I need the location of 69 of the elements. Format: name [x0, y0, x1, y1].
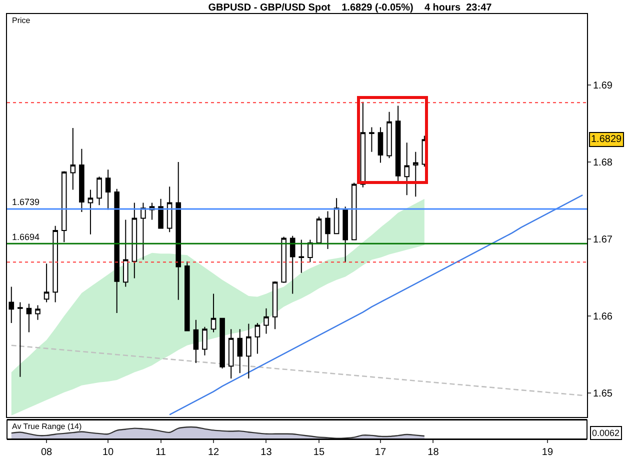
- text: 0.0062: [592, 428, 620, 438]
- x-tick-label: 17: [374, 447, 386, 458]
- candlestick: [360, 101, 366, 188]
- candlestick: [114, 188, 120, 314]
- candlestick: [61, 170, 67, 243]
- candlestick: [386, 111, 392, 159]
- candlestick: [132, 202, 138, 279]
- x-tick-label: 10: [102, 447, 114, 458]
- candlestick: [79, 148, 84, 213]
- line-series: [168, 194, 584, 416]
- y-tick-label: 1.65: [593, 388, 613, 400]
- y-tick-label: 1.68: [593, 157, 613, 168]
- candlestick: [237, 328, 243, 374]
- candlestick: [281, 236, 286, 284]
- candlestick: [105, 169, 111, 210]
- candlestick: [228, 328, 234, 379]
- y-tick-label: 1.66: [593, 312, 613, 323]
- x-tick-label: 11: [156, 447, 166, 458]
- x-tick-label: 12: [208, 447, 220, 458]
- candlestick: [44, 263, 50, 303]
- candlestick: [395, 105, 401, 184]
- candlestick: [184, 260, 190, 332]
- candlestick: [378, 126, 384, 164]
- candlestick: [369, 126, 374, 152]
- candlestick: [351, 182, 357, 240]
- candlestick: [298, 239, 304, 274]
- candlestick: [140, 202, 146, 260]
- candlestick: [96, 176, 102, 206]
- candlestick: [18, 302, 23, 378]
- y-tick-label: 1.69: [593, 80, 613, 92]
- candlestick: [8, 286, 14, 324]
- candlestick: [254, 322, 260, 354]
- annotation: 1.6829: [591, 134, 622, 145]
- candlestick: [70, 128, 76, 190]
- candlestick: [26, 303, 32, 333]
- line-series: [10, 344, 584, 396]
- candlestick: [342, 206, 348, 263]
- candlestick: [272, 280, 278, 330]
- candlestick: [176, 161, 182, 300]
- y-axis-title: Price: [12, 16, 31, 25]
- candlestick: [404, 142, 410, 196]
- x-tick-label: 08: [40, 447, 53, 458]
- candlestick: [334, 198, 340, 234]
- x-tick-label: 15: [313, 447, 325, 458]
- candlestick: [264, 308, 269, 334]
- candlestick: [246, 323, 252, 379]
- x-tick-label: 18: [428, 447, 440, 458]
- candlestick: [158, 198, 164, 229]
- x-tick-label: 19: [542, 447, 554, 458]
- candlestick: [290, 235, 296, 294]
- candlestick: [412, 151, 418, 198]
- candlestick: [88, 189, 94, 235]
- candlestick: [166, 186, 172, 233]
- ref-line-label: 1.6694: [12, 232, 40, 242]
- candlestick: [35, 304, 40, 320]
- candlestick: [308, 239, 313, 263]
- candlestick: [210, 293, 216, 333]
- candlestick: [122, 219, 128, 288]
- x-tick-label: 13: [260, 447, 272, 458]
- chart-title: GBPUSD - GBP/USD Spot 1.6829 (-0.05%) 4 hours 23:47: [208, 2, 492, 14]
- candlestick: [193, 319, 199, 364]
- chart-title: Av True Range (14): [12, 422, 82, 431]
- candlestick: [220, 318, 225, 369]
- candlestick: [52, 225, 58, 303]
- y-tick-label: 1.67: [593, 234, 613, 246]
- candlestick: [316, 216, 322, 244]
- candlestick: [202, 326, 208, 356]
- candlestick: [325, 210, 330, 250]
- ref-line-label: 1.6739: [12, 197, 40, 207]
